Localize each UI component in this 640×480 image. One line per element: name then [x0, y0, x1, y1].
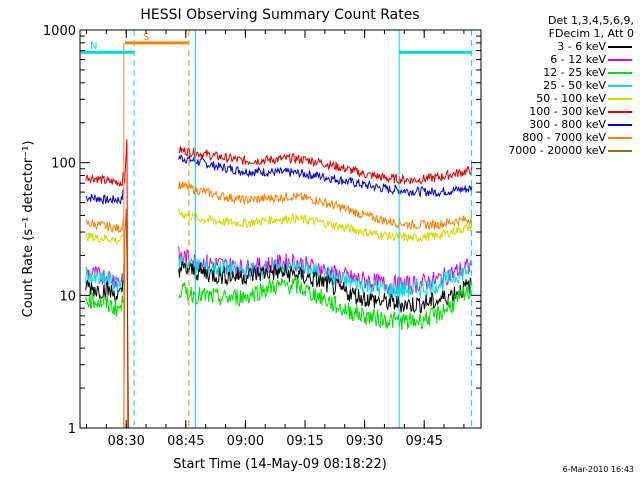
y-tick-label: 10 [59, 289, 76, 304]
legend-header-decimation: FDecim 1, Att 0 [548, 27, 634, 40]
series-3-6-line-1 [85, 279, 125, 304]
y-tick-label: 100 [51, 157, 76, 172]
series-12-25-line-2 [178, 275, 473, 331]
legend-item-swatch [608, 98, 632, 100]
legend-item-label: 800 - 7000 keV [522, 131, 606, 144]
series-25-50-line-2 [178, 255, 473, 299]
legend-item: 7000 - 20000 keV [482, 144, 634, 157]
legend-item-label: 300 - 800 keV [529, 118, 606, 131]
legend-item: 25 - 50 keV [482, 79, 634, 92]
flare-spike-line [124, 139, 129, 429]
legend-item-swatch [608, 137, 632, 139]
legend-item-label: 7000 - 20000 keV [508, 144, 606, 157]
legend-item: 50 - 100 keV [482, 92, 634, 105]
legend-item-swatch [608, 150, 632, 152]
series-3-6-line-2 [178, 261, 473, 314]
plot-frame [79, 29, 482, 429]
legend-item-swatch [608, 85, 632, 87]
legend-item: 3 - 6 keV [482, 40, 634, 53]
legend-item: 300 - 800 keV [482, 118, 634, 131]
series-100-300-line-1 [85, 172, 124, 187]
legend-item-swatch [608, 72, 632, 74]
x-tick-label: 09:00 [227, 434, 264, 449]
legend-item-swatch [608, 46, 632, 48]
series-25-50-line-1 [85, 263, 125, 294]
x-tick-label: 09:30 [346, 434, 383, 449]
chart-title: HESSI Observing Summary Count Rates [140, 7, 419, 23]
series-12-25-line-1 [85, 290, 124, 317]
series-800-7000-line-1 [85, 216, 125, 234]
series-800-7000-line-2 [178, 181, 473, 231]
legend-item: 12 - 25 keV [482, 66, 634, 79]
legend-header-detectors: Det 1,3,4,5,6,9, [547, 14, 634, 27]
x-tick-label: 09:45 [405, 434, 442, 449]
footer-date: 6-Mar-2010 16:43 [562, 465, 634, 474]
legend-item: 6 - 12 keV [482, 53, 634, 66]
legend-item: 100 - 300 keV [482, 105, 634, 118]
y-axis-label: Count Rate (s⁻¹ detector⁻¹) [21, 141, 36, 318]
legend-item-label: 25 - 50 keV [543, 79, 606, 92]
marker-label-s: S [143, 32, 149, 43]
legend-item-swatch [608, 124, 632, 126]
legend: Det 1,3,4,5,6,9, FDecim 1, Att 0 3 - 6 k… [482, 14, 634, 157]
legend-item-label: 50 - 100 keV [536, 92, 606, 105]
x-tick-label: 08:30 [107, 434, 144, 449]
series-300-800-line-2 [178, 154, 473, 198]
series-50-100-line-2 [178, 208, 473, 244]
legend-item: 800 - 7000 keV [482, 131, 634, 144]
x-tick-label: 09:15 [286, 434, 323, 449]
legend-item-label: 6 - 12 keV [550, 53, 606, 66]
legend-item-label: 3 - 6 keV [557, 40, 606, 53]
x-axis-label: Start Time (14-May-09 08:18:22) [173, 457, 387, 472]
legend-item-label: 100 - 300 keV [529, 105, 606, 118]
y-tick-label: 1000 [43, 24, 76, 39]
series-50-100-line-1 [85, 232, 125, 246]
series-300-800-line-1 [85, 189, 124, 206]
legend-item-swatch [608, 111, 632, 113]
marker-label-n: N [90, 41, 97, 52]
series-100-300-line-2 [178, 145, 473, 186]
legend-item-label: 12 - 25 keV [543, 66, 606, 79]
legend-items: 3 - 6 keV 6 - 12 keV 12 - 25 keV 25 - 50 ke… [482, 40, 634, 157]
legend-item-swatch [608, 59, 632, 61]
x-tick-label: 08:45 [167, 434, 204, 449]
y-tick-label: 1 [68, 422, 76, 437]
